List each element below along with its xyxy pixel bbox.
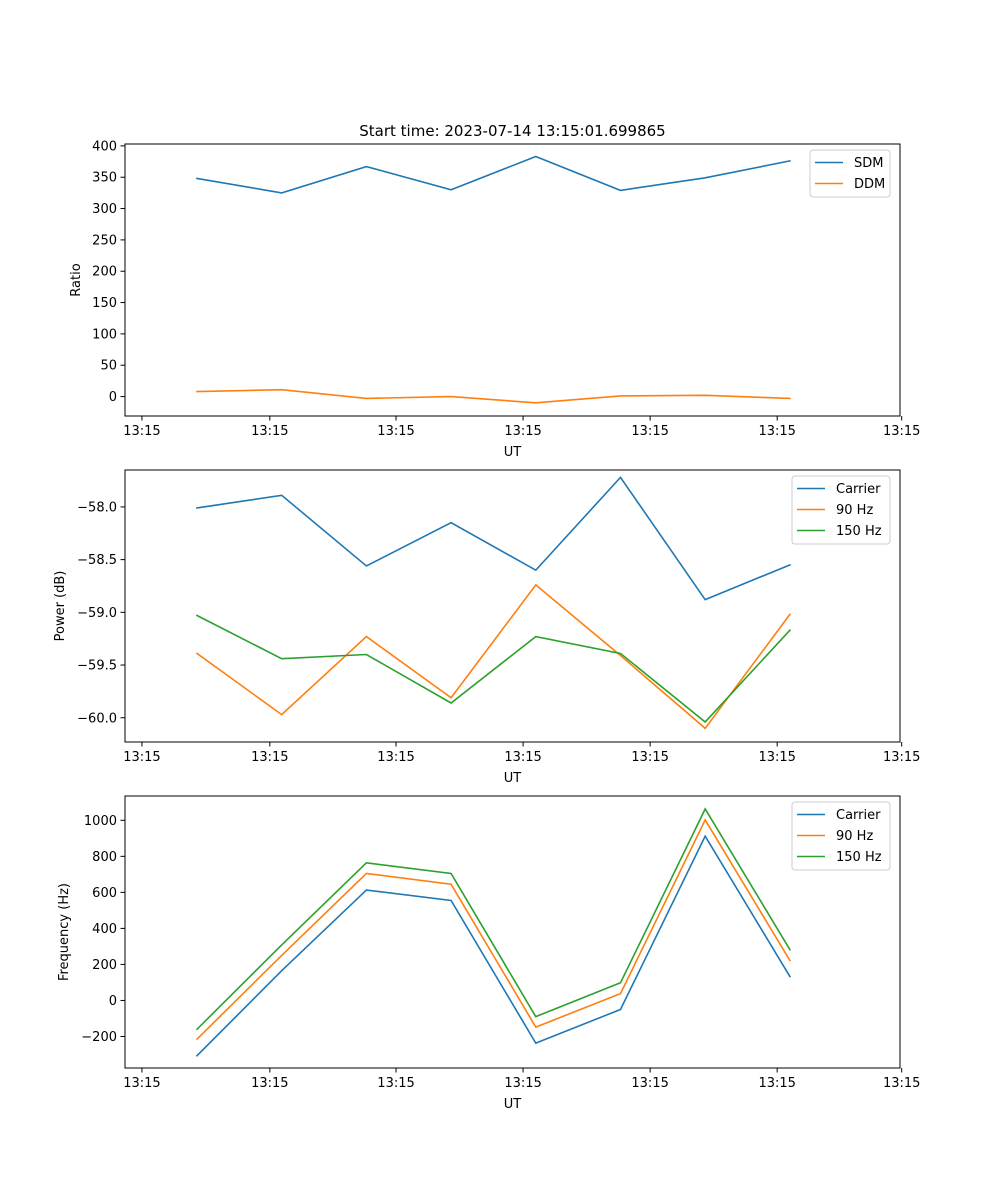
x-axis-label: UT (504, 1097, 522, 1112)
legend-label-sdm: SDM (854, 156, 883, 171)
frequency-panel: 13:15 13:15 13:15 13:15 13:15 13:15 13:15 −200 0… (57, 795, 920, 1112)
ratio-panel: 13:15 13:15 13:15 13:15 13:15 13:15 13:15 0 50 10… (69, 139, 920, 460)
x-tick-label: 13:15 (631, 750, 668, 765)
series-line-ddm (196, 388, 791, 404)
y-tick-label: 400 (92, 922, 117, 937)
y-tick-label: −60.0 (77, 711, 117, 726)
series-line-carrier (195, 834, 791, 1057)
x-tick-label: 13:15 (504, 750, 541, 765)
y-tick-label: 0 (109, 994, 117, 1009)
power-panel: 13:15 13:15 13:15 13:15 13:15 13:15 13:15 −60.0… (53, 469, 920, 786)
y-tick-label: 400 (92, 139, 117, 154)
y-tick-label: −58.0 (77, 500, 117, 515)
y-tick-label: 150 (92, 296, 117, 311)
y-tick-label: −200 (81, 1030, 117, 1045)
series-line-sdm (196, 155, 791, 194)
x-axis-label: UT (504, 445, 522, 460)
series-line-150-hz (195, 614, 792, 724)
legend-label-ddm: DDM (854, 177, 885, 192)
legend-label-150-hz: 150 Hz (836, 524, 882, 539)
x-tick-label: 13:15 (123, 750, 160, 765)
y-tick-label: −58.5 (77, 553, 117, 568)
x-tick-label: 13:15 (758, 1076, 795, 1091)
x-tick-label: 13:15 (251, 424, 288, 439)
chart-title: Start time: 2023-07-14 13:15:01.699865 (359, 122, 665, 140)
x-tick-label: 13:15 (883, 1076, 920, 1091)
legend-label-150-hz: 150 Hz (836, 850, 882, 865)
y-tick-label: 200 (92, 265, 117, 280)
y-axis-label: Ratio (69, 263, 84, 296)
y-axis-label: Frequency (Hz) (57, 883, 72, 981)
x-tick-label: 13:15 (631, 1076, 668, 1091)
legend-label-90-hz: 90 Hz (836, 503, 873, 518)
legend-frame (791, 801, 891, 871)
x-tick-label: 13:15 (883, 424, 920, 439)
x-tick-label: 13:15 (504, 424, 541, 439)
y-tick-label: −59.5 (77, 659, 117, 674)
x-tick-label: 13:15 (377, 424, 414, 439)
x-tick-label: 13:15 (504, 1076, 541, 1091)
legend-label-carrier: Carrier (836, 808, 881, 823)
y-tick-label: 300 (92, 202, 117, 217)
axes-frame (124, 143, 901, 417)
legend: Carrier 90 Hz 150 Hz (791, 801, 891, 871)
x-tick-label: 13:15 (377, 750, 414, 765)
series-line-90-hz (195, 818, 791, 1041)
axes-frame (124, 795, 901, 1069)
axes-frame (124, 469, 901, 743)
series-line-carrier (196, 476, 791, 601)
y-tick-label: 0 (109, 390, 117, 405)
x-tick-label: 13:15 (251, 750, 288, 765)
y-tick-label: −59.0 (77, 606, 117, 621)
x-tick-label: 13:15 (251, 1076, 288, 1091)
y-tick-label: 350 (92, 171, 117, 186)
legend-label-90-hz: 90 Hz (836, 829, 873, 844)
y-tick-label: 50 (100, 359, 117, 374)
y-tick-label: 100 (92, 327, 117, 342)
x-tick-label: 13:15 (377, 1076, 414, 1091)
x-tick-label: 13:15 (123, 424, 160, 439)
y-tick-label: 250 (92, 233, 117, 248)
series-line-150-hz (195, 807, 791, 1031)
x-tick-label: 13:15 (758, 750, 795, 765)
x-tick-label: 13:15 (758, 424, 795, 439)
y-tick-label: 600 (92, 886, 117, 901)
x-tick-label: 13:15 (631, 424, 668, 439)
legend-frame (791, 475, 891, 545)
legend-label-carrier: Carrier (836, 482, 881, 497)
y-tick-label: 200 (92, 958, 117, 973)
legend: SDM DDM (809, 149, 891, 198)
x-axis-label: UT (504, 771, 522, 786)
y-tick-label: 800 (92, 850, 117, 865)
y-axis-label: Power (dB) (53, 571, 68, 642)
x-tick-label: 13:15 (883, 750, 920, 765)
y-tick-label: 1000 (84, 814, 117, 829)
x-tick-label: 13:15 (123, 1076, 160, 1091)
series-line-90-hz (195, 583, 792, 730)
legend: Carrier 90 Hz 150 Hz (791, 475, 891, 545)
